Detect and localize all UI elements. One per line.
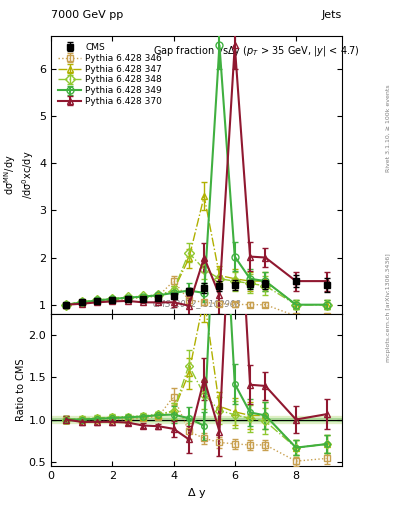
Bar <box>51 416 342 423</box>
Text: Jets: Jets <box>321 10 342 20</box>
Bar <box>51 418 342 421</box>
Text: CMS_2012_I1102908: CMS_2012_I1102908 <box>152 300 241 309</box>
Y-axis label: Ratio to CMS: Ratio to CMS <box>16 359 26 421</box>
Text: mcplots.cern.ch [arXiv:1306.3436]: mcplots.cern.ch [arXiv:1306.3436] <box>386 253 391 361</box>
Legend: CMS, Pythia 6.428 346, Pythia 6.428 347, Pythia 6.428 348, Pythia 6.428 349, Pyt: CMS, Pythia 6.428 346, Pythia 6.428 347,… <box>55 40 165 109</box>
Text: Gap fraction vs$\Delta$y ($p_{T}$ > 35 GeV, $|y|$ < 4.7): Gap fraction vs$\Delta$y ($p_{T}$ > 35 G… <box>153 44 360 58</box>
Text: 7000 GeV pp: 7000 GeV pp <box>51 10 123 20</box>
X-axis label: $\Delta$ y: $\Delta$ y <box>187 486 206 500</box>
Y-axis label: $\mathrm{d\sigma^{MN}/dy}$
$/ \mathrm{d\sigma^0 xc/dy}$: $\mathrm{d\sigma^{MN}/dy}$ $/ \mathrm{d\… <box>2 151 36 199</box>
Text: Rivet 3.1.10, ≥ 100k events: Rivet 3.1.10, ≥ 100k events <box>386 84 391 172</box>
